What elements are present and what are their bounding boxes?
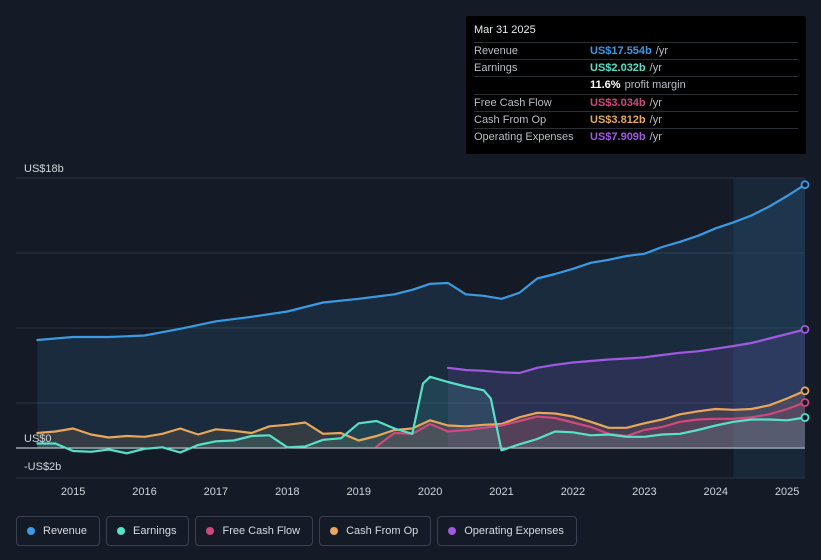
x-tick-label: 2018 <box>275 486 299 498</box>
tooltip-value: US$3.812b <box>590 113 646 126</box>
tooltip-unit: profit margin <box>624 79 686 92</box>
tooltip-row-earnings: Earnings US$2.032b /yr <box>474 59 798 76</box>
endpoint-revenue <box>800 180 810 190</box>
line-revenue <box>36 183 807 342</box>
x-tick-label: 2023 <box>632 486 656 498</box>
legend-item-operating-expenses[interactable]: Operating Expenses <box>437 516 577 546</box>
tooltip-label: Revenue <box>474 45 519 58</box>
tooltip-value: US$2.032b <box>590 62 646 75</box>
legend-item-revenue[interactable]: Revenue <box>16 516 101 546</box>
tooltip-date: Mar 31 2025 <box>474 24 536 36</box>
legend-item-free-cash-flow[interactable]: Free Cash Flow <box>195 516 314 546</box>
area-revenue <box>37 184 805 448</box>
legend-label: Cash From Op <box>346 525 419 537</box>
legend-dot-icon <box>330 527 339 535</box>
legend-label: Revenue <box>43 525 88 537</box>
x-tick-label: 2017 <box>204 486 228 498</box>
x-tick-label: 2019 <box>346 486 370 498</box>
tooltip-label: Cash From Op <box>474 113 547 126</box>
y-tick-label: -US$2b <box>24 461 61 473</box>
tooltip-row-operating-expenses: Operating Expenses US$7.909b /yr <box>474 127 798 145</box>
legend-item-cash-from-op[interactable]: Cash From Op <box>319 516 432 546</box>
x-tick-label: 2016 <box>132 486 156 498</box>
tooltip-row-revenue: Revenue US$17.554b /yr <box>474 42 798 59</box>
tooltip-row-free-cash-flow: Free Cash Flow US$3.034b /yr <box>474 93 798 111</box>
x-tick-label: 2025 <box>775 486 799 498</box>
x-tick-label: 2022 <box>561 486 585 498</box>
tooltip-label: Earnings <box>474 62 518 75</box>
endpoint-operating-expenses <box>800 324 810 334</box>
legend-item-earnings[interactable]: Earnings <box>106 516 190 546</box>
y-tick-label: US$0 <box>24 433 52 445</box>
endpoint-cash-from-op <box>800 386 810 396</box>
tooltip-unit: /yr <box>649 96 662 109</box>
x-tick-label: 2024 <box>704 486 728 498</box>
legend-label: Operating Expenses <box>464 525 564 537</box>
endpoint-free-cash-flow <box>800 398 810 407</box>
area-earnings <box>37 376 805 454</box>
x-tick-label: 2021 <box>489 486 513 498</box>
tooltip-panel: Mar 31 2025 Revenue US$17.554b /yr Earni… <box>466 16 806 154</box>
chart-area: US$18b US$0 -US$2b 2015 2016 2017 2018 2019 202… <box>16 163 810 498</box>
x-tick-label: 2015 <box>61 486 85 498</box>
tooltip-unit: /yr <box>649 62 662 75</box>
tooltip-label: Free Cash Flow <box>474 96 552 109</box>
tooltip-label: Operating Expenses <box>474 131 574 144</box>
line-free-cash-flow <box>375 401 807 448</box>
y-tick-label: US$18b <box>24 163 64 175</box>
tooltip-row-profit-margin: 11.6% profit margin <box>474 76 798 93</box>
tooltip-unit: /yr <box>649 131 662 144</box>
tooltip-unit: /yr <box>649 113 662 126</box>
tooltip-value: US$3.034b <box>590 96 646 109</box>
x-axis-labels: 2015 2016 2017 2018 2019 2020 2021 2022 2023 2024… <box>61 486 800 498</box>
legend: Revenue Earnings Free Cash Flow Cash Fro… <box>16 516 577 546</box>
y-axis-labels: US$18b US$0 -US$2b <box>24 163 64 473</box>
series-lines <box>36 183 807 455</box>
x-tick-label: 2020 <box>418 486 442 498</box>
line-operating-expenses <box>446 328 807 375</box>
area-free-cash-flow <box>376 402 805 448</box>
tooltip-value: US$7.909b <box>590 131 646 144</box>
line-earnings <box>36 375 807 455</box>
tooltip-value: 11.6% <box>590 79 621 92</box>
tooltip-row-cash-from-op: Cash From Op US$3.812b /yr <box>474 110 798 128</box>
endpoint-earnings <box>800 413 810 422</box>
line-cash-from-op <box>36 389 807 442</box>
legend-label: Earnings <box>133 525 177 537</box>
legend-dot-icon <box>206 527 215 535</box>
legend-dot-icon <box>27 527 35 535</box>
legend-dot-icon <box>448 527 457 535</box>
legend-label: Free Cash Flow <box>222 525 301 537</box>
series-endpoints <box>800 180 810 422</box>
tooltip-value: US$17.554b <box>590 45 652 58</box>
tooltip-unit: /yr <box>655 45 668 58</box>
legend-dot-icon <box>117 527 126 535</box>
